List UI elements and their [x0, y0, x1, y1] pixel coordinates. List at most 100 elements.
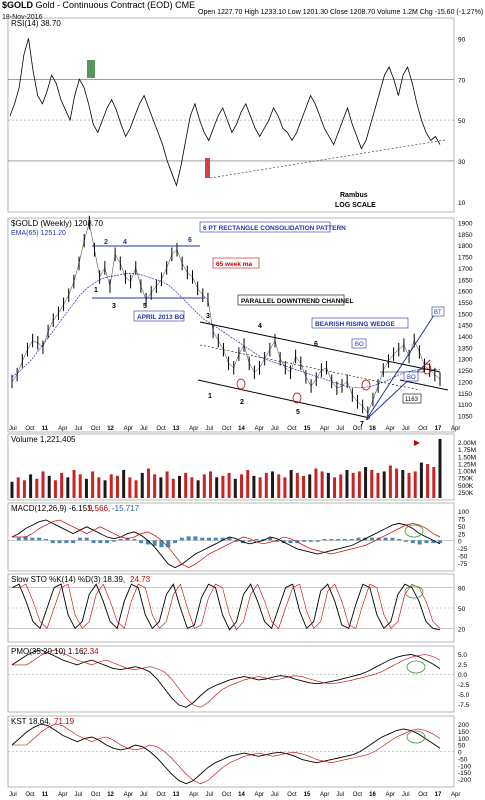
- bottom-x-label: Apr: [255, 792, 264, 798]
- volume-bar: [84, 478, 88, 498]
- volume-bar: [277, 474, 281, 498]
- macd-histogram-bar: [77, 537, 82, 541]
- bottom-x-label: Oct: [91, 792, 101, 798]
- volume-bar: [426, 464, 430, 498]
- volume-bar: [227, 472, 231, 498]
- kst-tick: 150: [458, 729, 469, 736]
- bottom-x-label: Jul: [402, 792, 410, 798]
- volume-bar: [47, 475, 51, 498]
- price-tick: 1850: [458, 232, 473, 239]
- price-tick: 1100: [458, 402, 472, 409]
- bottom-x-label: 15: [304, 792, 311, 798]
- macd-histogram-bar: [139, 540, 144, 544]
- sto-tick: 80: [458, 586, 466, 593]
- volume-bar: [339, 474, 343, 498]
- macd-histogram-bar: [356, 537, 361, 541]
- price-x-label: Apr: [189, 426, 198, 432]
- rsi-note-2: LOG SCALE: [335, 202, 376, 209]
- volume-arrow-icon: [414, 440, 420, 446]
- price-label: $GOLD (Weekly) 1208.70: [11, 219, 103, 228]
- price-x-label: 16: [369, 426, 376, 432]
- price-x-label: Jul: [336, 426, 344, 432]
- bottom-x-label: 17: [435, 792, 442, 798]
- volume-bar: [122, 469, 126, 498]
- price-x-label: Oct: [222, 426, 232, 432]
- price-x-label: Apr: [320, 426, 329, 432]
- macd-histogram-bar: [23, 536, 28, 541]
- rect-point-label: 6: [188, 237, 192, 244]
- macd-tick: -25: [458, 546, 468, 553]
- price-tick: 1500: [458, 311, 473, 318]
- macd-histogram-bar: [43, 539, 48, 541]
- pmo-line: [11, 649, 441, 708]
- level-box: [402, 393, 422, 404]
- channel-point-label: 1: [208, 393, 212, 400]
- bottom-x-label: Apr: [58, 792, 67, 798]
- header-quote: Open 1227.70 High 1233.10 Low 1201.30 Cl…: [198, 9, 484, 16]
- macd-histogram-bar: [349, 539, 354, 541]
- volume-bar: [66, 477, 70, 498]
- price-tick: 1650: [458, 277, 473, 284]
- volume-bar: [302, 475, 306, 498]
- panel-frame: [7, 433, 455, 501]
- level-label: 1163: [405, 397, 419, 403]
- volume-bar: [159, 477, 163, 498]
- macd-histogram-bar: [57, 540, 62, 544]
- volume-bar: [97, 477, 101, 498]
- macd-histogram-bar: [105, 540, 110, 544]
- pmo-tick: -2.5: [458, 682, 470, 689]
- macd-histogram-bar: [274, 540, 279, 542]
- macd-histogram-bar: [288, 540, 293, 544]
- channel-point-label: 7: [360, 421, 364, 428]
- channel-point-label: 5: [296, 409, 300, 416]
- pmo-signal-line: [12, 649, 441, 708]
- bottom-x-label: Oct: [222, 792, 232, 798]
- macd-label-c: -15.717: [112, 504, 140, 513]
- macd-histogram-bar: [410, 540, 415, 544]
- pmo-tick: 0.0: [458, 672, 467, 679]
- volume-bar: [215, 477, 219, 498]
- macd-histogram-bar: [186, 536, 191, 541]
- pmo-tick: -5.0: [458, 692, 470, 699]
- price-tick: 1450: [458, 323, 473, 330]
- price-x-label: Apr: [255, 426, 264, 432]
- volume-tick: 1.00M: [458, 469, 476, 476]
- price-circle-marker: [236, 378, 246, 390]
- price-x-label: Jul: [74, 426, 82, 432]
- macd-line: [11, 519, 441, 569]
- volume-bar: [177, 475, 181, 498]
- volume-bar: [103, 480, 107, 498]
- macd-histogram-bar: [200, 537, 205, 541]
- rect-point-label: 3: [112, 303, 116, 310]
- macd-histogram-bar: [315, 540, 320, 542]
- ema-line: [11, 273, 441, 389]
- ema-label: EMA(65) 1251.20: [11, 230, 66, 237]
- price-x-label: 11: [42, 426, 49, 432]
- sto-circle-marker: [404, 585, 424, 599]
- volume-bar: [370, 469, 374, 498]
- macd-histogram-bar: [220, 537, 225, 541]
- macd-histogram-bar: [329, 539, 334, 541]
- volume-bar: [388, 465, 392, 498]
- macd-histogram-bar: [424, 540, 429, 544]
- macd-histogram-bar: [132, 539, 137, 541]
- price-x-label: Apr: [386, 426, 395, 432]
- rsi-trendline: [209, 139, 446, 179]
- price-x-label: Jul: [205, 426, 213, 432]
- volume-bar: [326, 472, 330, 498]
- price-tick: 1250: [458, 368, 473, 375]
- volume-bar: [134, 480, 138, 498]
- macd-histogram-bar: [370, 537, 375, 541]
- wedge-bottom-line: [367, 359, 431, 419]
- bottom-x-label: Apr: [451, 792, 460, 798]
- pmo-tick: 5.0: [458, 652, 467, 659]
- volume-bar: [382, 471, 386, 498]
- macd-histogram-bar: [254, 539, 259, 541]
- sto-label-b: 24.73: [130, 575, 151, 584]
- kst-tick: -150: [458, 770, 471, 777]
- macd-histogram-bar: [159, 540, 164, 548]
- pmo-label-b: 2.34: [83, 647, 99, 656]
- bottom-x-label: Apr: [124, 792, 133, 798]
- volume-tick: 2.00M: [458, 440, 476, 447]
- macd-histogram-bar: [16, 537, 21, 541]
